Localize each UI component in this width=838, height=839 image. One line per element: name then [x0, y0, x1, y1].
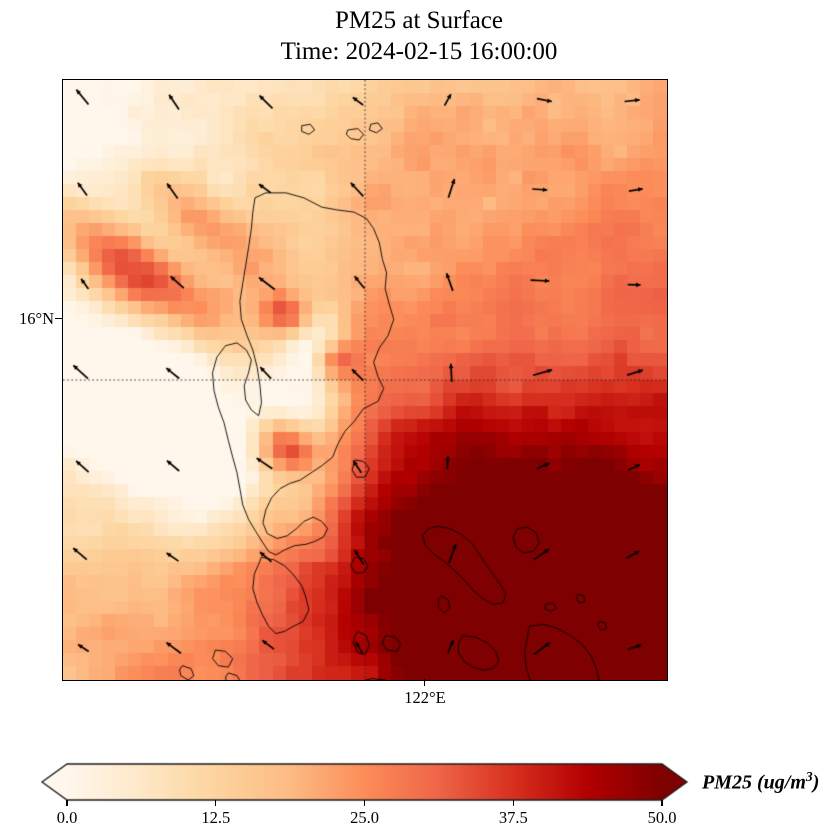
- colorbar-tick-label-1: 12.5: [201, 808, 231, 827]
- colorbar-axis-label: PM25 (ug/m3): [702, 769, 819, 795]
- colorbar-tick-mark-0: [66, 800, 68, 806]
- colorbar-label-text: PM25 (ug/m: [702, 771, 806, 794]
- colorbar-label-close: ): [812, 771, 820, 794]
- colorbar-gradient[interactable]: [30, 758, 700, 806]
- x-axis-tick-mark: [424, 679, 426, 686]
- colorbar-tick-mark-4: [661, 800, 663, 806]
- title-line-timestamp: Time: 2024-02-15 16:00:00: [280, 37, 558, 65]
- pm25-heatmap-canvas[interactable]: [63, 80, 667, 680]
- title-line-variable: PM25 at Surface: [334, 7, 504, 34]
- colorbar-tick-label-3: 37.5: [498, 808, 528, 827]
- colorbar-tick-label-2: 25.0: [350, 808, 379, 827]
- colorbar-label-exponent: 3: [805, 769, 813, 784]
- figure-title: PM25 at Surface Time: 2024-02-15 16:00:0…: [0, 6, 838, 67]
- map-plot-area[interactable]: [62, 79, 668, 681]
- colorbar-tick-mark-2: [363, 800, 366, 806]
- y-axis-tick-label-16n: 16°N: [18, 309, 54, 328]
- colorbar-tick-label-0: 0.0: [56, 808, 78, 827]
- colorbar-tick-mark-1: [215, 800, 217, 806]
- colorbar-tick-label-4: 50.0: [647, 808, 677, 827]
- y-axis-tick-mark: [55, 318, 62, 320]
- colorbar-tick-mark-3: [512, 800, 514, 806]
- x-axis-tick-label-122e: 122°E: [404, 688, 446, 707]
- colorbar-group[interactable]: 0.0 12.5 25.0 37.5 50.0 PM25 (ug/m3): [0, 750, 838, 839]
